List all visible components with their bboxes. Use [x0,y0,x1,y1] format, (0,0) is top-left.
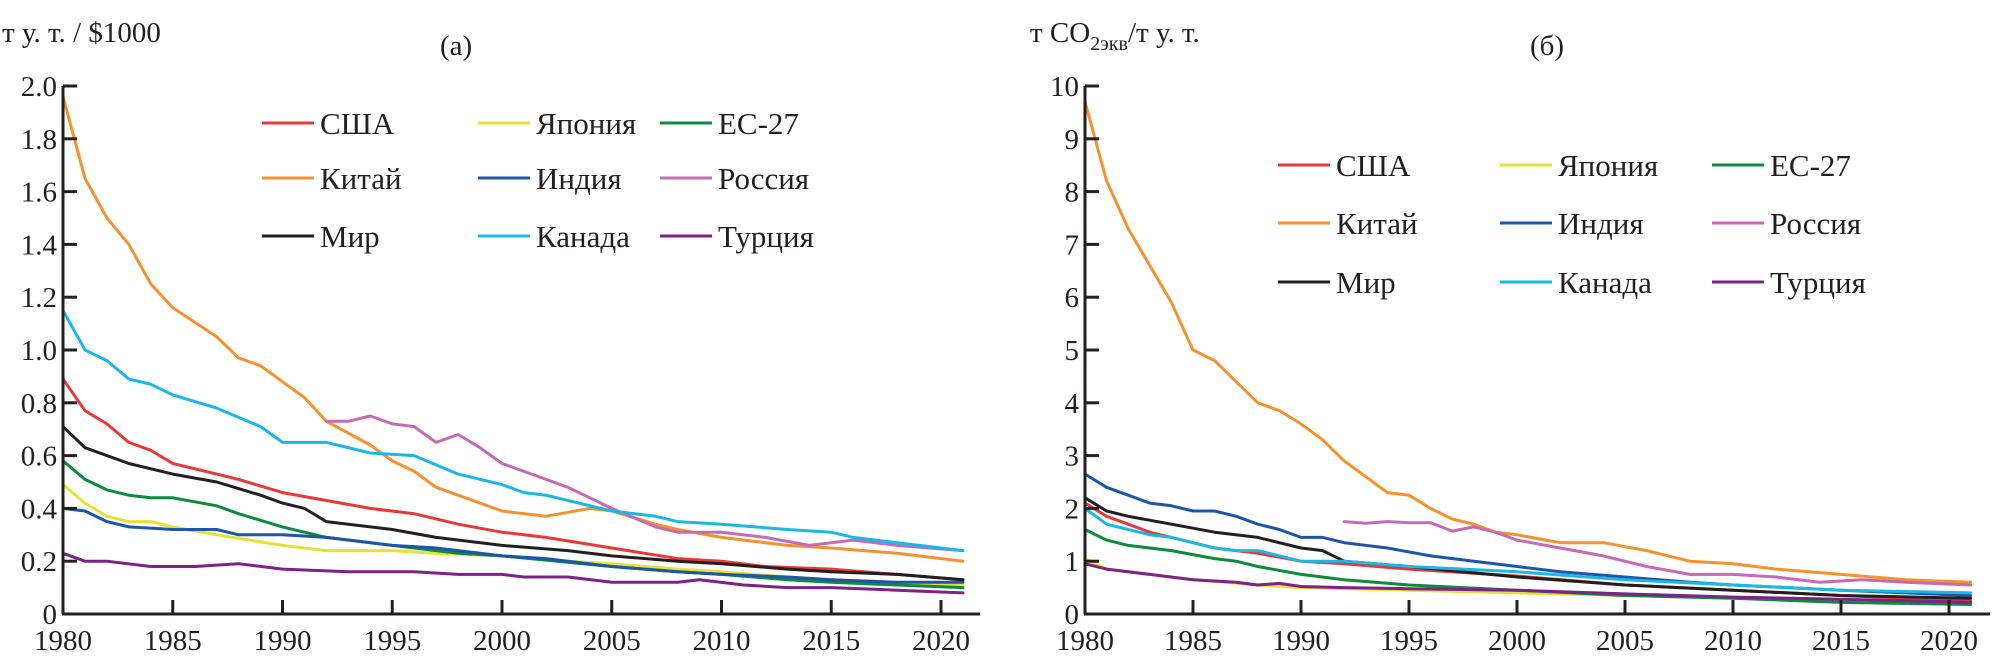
y-tick-label: 5 [1065,335,1080,367]
y-tick-label: 10 [1050,71,1079,103]
panel-a-legend: США Япония ЕС-27 Китай Индия Россия Мир Канада Т… [262,106,814,254]
legend-label: Япония [1558,148,1658,183]
x-tick-label: 2015 [802,625,860,657]
y-tick-label: 6 [1065,282,1080,314]
panel-a-label: (a) [440,30,472,62]
y-tick-label: 1.8 [21,124,57,156]
series-line-6 [1083,496,1973,600]
x-tick-label: 1980 [34,625,92,657]
y-tick-label: 8 [1065,177,1080,209]
panel-b-series [1083,100,1973,606]
y-tick-label: 1.2 [21,282,57,314]
legend-label: Россия [1770,206,1861,241]
x-tick-label: 2005 [1596,625,1654,657]
x-tick-label: 1985 [1164,625,1222,657]
legend-label: Канада [1558,265,1652,300]
x-tick-label: 2010 [1704,625,1762,657]
series-line-6 [61,425,965,582]
x-tick-label: 2005 [583,625,641,657]
x-tick-label: 1980 [1056,625,1114,657]
series-line-7 [61,308,965,553]
panel-b-y-axis-label: т CO2экв/т у. т. [1030,17,1200,55]
y-tick-label: 0 [1065,599,1080,631]
panel-a-series [61,95,965,595]
x-tick-label: 2010 [693,625,751,657]
legend-label: Турция [1770,265,1866,300]
legend-label: Мир [1336,265,1396,300]
series-line-4 [61,506,965,584]
series-line-8 [61,551,965,595]
y-tick-label: 3 [1065,441,1080,473]
x-tick-label: 1985 [144,625,202,657]
panel-a-chart: т у. т. / $1000 (a) 0 0.2 0.4 0.6 0.8 1.0 1.2 1… [2,17,980,657]
y-tick-label: 0.2 [21,546,57,578]
y-tick-label: 4 [1065,388,1080,420]
x-tick-label: 2000 [1488,625,1546,657]
legend-label: Россия [718,161,809,196]
x-tick-label: 2015 [1812,625,1870,657]
series-line-3 [1083,100,1973,584]
x-tick-label: 1990 [254,625,312,657]
series-line-5 [1342,520,1973,587]
series-line-7 [1083,506,1973,595]
x-tick-label: 2020 [912,625,970,657]
y-tick-label: 0.6 [21,441,57,473]
y-tick-label: 1 [1065,546,1080,578]
legend-label: ЕС-27 [718,106,799,141]
x-tick-label: 2000 [473,625,531,657]
legend-label: ЕС-27 [1770,148,1851,183]
legend-label: Турция [718,219,814,254]
legend-label: США [1336,148,1411,183]
legend-label: Китай [320,161,402,196]
legend-label: Канада [536,219,630,254]
series-line-5 [324,414,965,553]
y-tick-label: 1.6 [21,177,57,209]
legend-label: США [320,106,395,141]
y-tick-label: 0 [43,599,58,631]
y-tick-label: 2.0 [21,71,57,103]
legend-label: Индия [1558,206,1644,241]
x-tick-label: 1995 [1380,625,1438,657]
y-tick-label: 0.4 [21,493,58,525]
x-tick-label: 2020 [1920,625,1978,657]
series-line-0 [1083,501,1973,603]
panel-b-chart: т CO2экв/т у. т. (б) 0 1 2 3 4 5 6 7 8 9 10 1980 198… [1030,17,1990,657]
series-line-0 [61,377,965,582]
series-line-8 [1083,562,1973,604]
legend-label: Япония [536,106,636,141]
y-tick-label: 2 [1065,493,1080,525]
y-tick-label: 7 [1065,229,1080,261]
legend-label: Мир [320,219,380,254]
panel-b-legend: США Япония ЕС-27 Китай Индия Россия Мир Канада Т… [1278,148,1866,300]
y-tick-label: 9 [1065,124,1080,156]
panel-a-y-axis-label: т у. т. / $1000 [2,17,161,49]
legend-label: Индия [536,161,622,196]
y-tick-label: 1.4 [21,229,58,261]
y-tick-label: 1.0 [21,335,57,367]
panel-b-label: (б) [1530,30,1564,62]
legend-label: Китай [1336,206,1418,241]
x-tick-label: 1990 [1272,625,1330,657]
series-line-3 [61,95,965,563]
x-tick-label: 1995 [363,625,421,657]
y-tick-label: 0.8 [21,388,57,420]
